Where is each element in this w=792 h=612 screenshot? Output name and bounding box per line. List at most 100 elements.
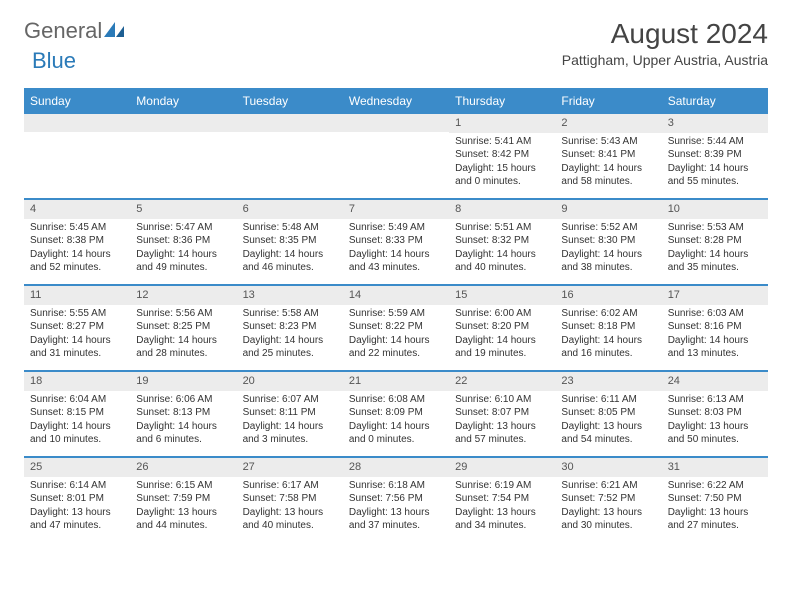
cell-day-number: 8 [449, 200, 555, 219]
calendar-table: Sunday Monday Tuesday Wednesday Thursday… [24, 88, 768, 542]
cell-sunrise: Sunrise: 5:52 AM [561, 221, 655, 235]
cell-daylight1: Daylight: 14 hours [668, 162, 762, 176]
cell-day-number: 28 [343, 458, 449, 477]
cell-body: Sunrise: 5:56 AMSunset: 8:25 PMDaylight:… [130, 305, 236, 365]
cell-body: Sunrise: 6:19 AMSunset: 7:54 PMDaylight:… [449, 477, 555, 537]
cell-sunrise: Sunrise: 5:44 AM [668, 135, 762, 149]
cell-day-number: 7 [343, 200, 449, 219]
calendar-cell: 4Sunrise: 5:45 AMSunset: 8:38 PMDaylight… [24, 200, 130, 284]
cell-day-number: 2 [555, 114, 661, 133]
cell-daylight2: and 28 minutes. [136, 347, 230, 361]
calendar-cell: 11Sunrise: 5:55 AMSunset: 8:27 PMDayligh… [24, 286, 130, 370]
cell-daylight1: Daylight: 14 hours [455, 334, 549, 348]
calendar-cell: 13Sunrise: 5:58 AMSunset: 8:23 PMDayligh… [237, 286, 343, 370]
cell-daylight2: and 37 minutes. [349, 519, 443, 533]
cell-body: Sunrise: 6:21 AMSunset: 7:52 PMDaylight:… [555, 477, 661, 537]
cell-sunrise: Sunrise: 6:00 AM [455, 307, 549, 321]
cell-body: Sunrise: 5:48 AMSunset: 8:35 PMDaylight:… [237, 219, 343, 279]
cell-sunset: Sunset: 8:27 PM [30, 320, 124, 334]
cell-body: Sunrise: 5:43 AMSunset: 8:41 PMDaylight:… [555, 133, 661, 193]
cell-daylight1: Daylight: 13 hours [349, 506, 443, 520]
cell-sunrise: Sunrise: 6:07 AM [243, 393, 337, 407]
cell-daylight2: and 31 minutes. [30, 347, 124, 361]
cell-daylight2: and 46 minutes. [243, 261, 337, 275]
logo-text-general: General [24, 18, 102, 44]
cell-body: Sunrise: 5:59 AMSunset: 8:22 PMDaylight:… [343, 305, 449, 365]
calendar-cell: 8Sunrise: 5:51 AMSunset: 8:32 PMDaylight… [449, 200, 555, 284]
cell-daylight1: Daylight: 14 hours [455, 248, 549, 262]
calendar-cell [24, 114, 130, 198]
cell-sunrise: Sunrise: 6:19 AM [455, 479, 549, 493]
cell-body: Sunrise: 6:03 AMSunset: 8:16 PMDaylight:… [662, 305, 768, 365]
cell-sunrise: Sunrise: 6:02 AM [561, 307, 655, 321]
calendar-cell: 5Sunrise: 5:47 AMSunset: 8:36 PMDaylight… [130, 200, 236, 284]
cell-daylight1: Daylight: 13 hours [455, 420, 549, 434]
cell-daylight1: Daylight: 14 hours [668, 248, 762, 262]
cell-sunset: Sunset: 8:11 PM [243, 406, 337, 420]
cell-day-number: 9 [555, 200, 661, 219]
cell-daylight2: and 30 minutes. [561, 519, 655, 533]
cell-day-number: 15 [449, 286, 555, 305]
cell-daylight1: Daylight: 13 hours [455, 506, 549, 520]
cell-day-number [237, 114, 343, 132]
cell-daylight1: Daylight: 14 hours [561, 248, 655, 262]
cell-body: Sunrise: 5:47 AMSunset: 8:36 PMDaylight:… [130, 219, 236, 279]
cell-sunset: Sunset: 8:39 PM [668, 148, 762, 162]
cell-daylight1: Daylight: 13 hours [668, 506, 762, 520]
cell-day-number: 29 [449, 458, 555, 477]
week-row: 11 Sunrise: 5:55 AMSunset: 8:27 PM Dayligh… [24, 284, 768, 370]
cell-day-number: 14 [343, 286, 449, 305]
cell-sunrise: Sunrise: 5:51 AM [455, 221, 549, 235]
cell-sunrise: Sunrise: 5:49 AM [349, 221, 443, 235]
cell-daylight2: and 50 minutes. [668, 433, 762, 447]
cell-body: Sunrise: 6:10 AMSunset: 8:07 PMDaylight:… [449, 391, 555, 451]
cell-day-number: 18 [24, 372, 130, 391]
cell-sunset: Sunset: 7:54 PM [455, 492, 549, 506]
cell-sunset: Sunset: 7:50 PM [668, 492, 762, 506]
cell-daylight2: and 0 minutes. [349, 433, 443, 447]
cell-body: Sunrise: 6:22 AMSunset: 7:50 PMDaylight:… [662, 477, 768, 537]
cell-sunrise: Sunrise: 6:06 AM [136, 393, 230, 407]
cell-daylight1: Daylight: 14 hours [243, 334, 337, 348]
cell-daylight1: Daylight: 14 hours [243, 420, 337, 434]
cell-body: Sunrise: 6:00 AMSunset: 8:20 PMDaylight:… [449, 305, 555, 365]
cell-sunset: Sunset: 7:58 PM [243, 492, 337, 506]
cell-day-number: 23 [555, 372, 661, 391]
cell-daylight1: Daylight: 14 hours [349, 420, 443, 434]
cell-daylight1: Daylight: 14 hours [349, 248, 443, 262]
cell-body: Sunrise: 5:51 AMSunset: 8:32 PMDaylight:… [449, 219, 555, 279]
calendar-cell [343, 114, 449, 198]
calendar-cell: 15Sunrise: 6:00 AMSunset: 8:20 PMDayligh… [449, 286, 555, 370]
cell-sunrise: Sunrise: 5:48 AM [243, 221, 337, 235]
calendar-cell: 1Sunrise: 5:41 AMSunset: 8:42 PMDaylight… [449, 114, 555, 198]
cell-body: Sunrise: 6:14 AMSunset: 8:01 PMDaylight:… [24, 477, 130, 537]
logo-sail-icon [104, 18, 126, 44]
logo: General [24, 18, 128, 44]
cell-body: Sunrise: 6:07 AMSunset: 8:11 PMDaylight:… [237, 391, 343, 451]
calendar-cell: 16Sunrise: 6:02 AMSunset: 8:18 PMDayligh… [555, 286, 661, 370]
cell-daylight1: Daylight: 14 hours [243, 248, 337, 262]
cell-body: Sunrise: 5:53 AMSunset: 8:28 PMDaylight:… [662, 219, 768, 279]
calendar-cell: 14Sunrise: 5:59 AMSunset: 8:22 PMDayligh… [343, 286, 449, 370]
calendar-cell: 22Sunrise: 6:10 AMSunset: 8:07 PMDayligh… [449, 372, 555, 456]
cell-daylight1: Daylight: 13 hours [136, 506, 230, 520]
cell-day-number: 1 [449, 114, 555, 133]
cell-body: Sunrise: 6:13 AMSunset: 8:03 PMDaylight:… [662, 391, 768, 451]
cell-sunrise: Sunrise: 5:43 AM [561, 135, 655, 149]
cell-daylight2: and 0 minutes. [455, 175, 549, 189]
cell-sunrise: Sunrise: 5:55 AM [30, 307, 124, 321]
cell-sunset: Sunset: 8:09 PM [349, 406, 443, 420]
calendar-cell: 30Sunrise: 6:21 AMSunset: 7:52 PMDayligh… [555, 458, 661, 542]
cell-sunset: Sunset: 8:07 PM [455, 406, 549, 420]
calendar-cell: 3Sunrise: 5:44 AMSunset: 8:39 PMDaylight… [662, 114, 768, 198]
cell-day-number: 25 [24, 458, 130, 477]
cell-sunset: Sunset: 8:22 PM [349, 320, 443, 334]
calendar-page: General August 2024 Pattigham, Upper Aus… [0, 0, 792, 560]
cell-sunset: Sunset: 8:32 PM [455, 234, 549, 248]
cell-sunset: Sunset: 8:15 PM [30, 406, 124, 420]
cell-day-number: 13 [237, 286, 343, 305]
cell-body: Sunrise: 5:45 AMSunset: 8:38 PMDaylight:… [24, 219, 130, 279]
cell-day-number: 11 [24, 286, 130, 305]
cell-body: Sunrise: 6:06 AMSunset: 8:13 PMDaylight:… [130, 391, 236, 451]
cell-body: Sunrise: 5:58 AMSunset: 8:23 PMDaylight:… [237, 305, 343, 365]
